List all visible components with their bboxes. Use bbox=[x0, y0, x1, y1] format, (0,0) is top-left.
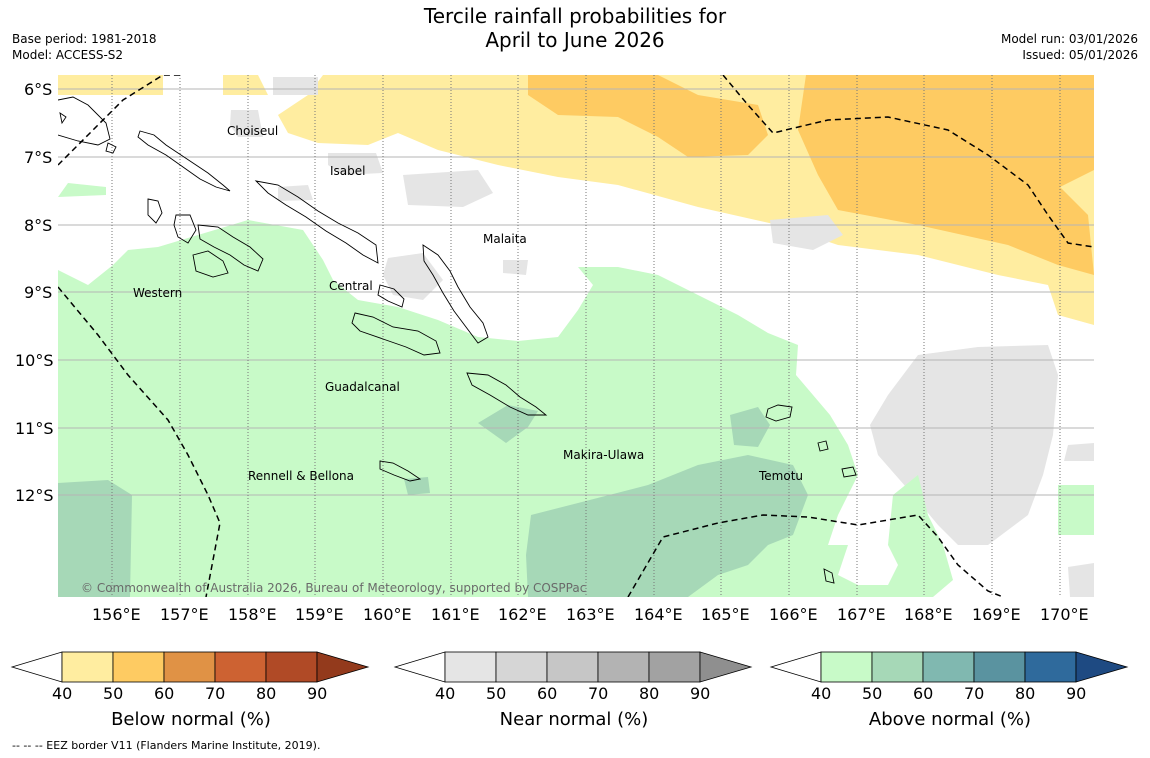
colorbar-swatch-max bbox=[316, 651, 370, 683]
lon-label-159e: 159°E bbox=[295, 605, 344, 624]
legend-above-tick-70: 70 bbox=[964, 684, 985, 703]
lat-label-9s: 9°S bbox=[24, 283, 53, 302]
lon-label-158e: 158°E bbox=[228, 605, 277, 624]
lon-label-169e: 169°E bbox=[972, 605, 1021, 624]
latitude-gridlines bbox=[58, 88, 1094, 496]
colorbar-swatch bbox=[444, 651, 497, 683]
longitude-gridlines bbox=[111, 75, 1061, 597]
meta-left: Base period: 1981-2018 Model: ACCESS-S2 bbox=[12, 31, 157, 63]
legend-below-tick-60: 60 bbox=[154, 684, 175, 703]
legend-near-tick-40: 40 bbox=[435, 684, 456, 703]
meta-right: Model run: 03/01/2026 Issued: 05/01/2026 bbox=[1001, 31, 1138, 63]
lat-label-8s: 8°S bbox=[24, 216, 53, 235]
model-run: Model run: 03/01/2026 bbox=[1000, 32, 1138, 46]
lon-label-168e: 168°E bbox=[904, 605, 953, 624]
region-label-temotu: Temotu bbox=[758, 469, 803, 483]
legend-near-tick-80: 80 bbox=[639, 684, 660, 703]
legend-below-tick-50: 50 bbox=[103, 684, 124, 703]
lon-label-166e: 166°E bbox=[769, 605, 818, 624]
colorbar-swatch bbox=[973, 651, 1026, 683]
colorbar-swatch bbox=[1024, 651, 1077, 683]
colorbar-swatch bbox=[495, 651, 548, 683]
colorbar-near-normal bbox=[393, 651, 753, 683]
legend-below-tick-70: 70 bbox=[205, 684, 226, 703]
legend-below-normal bbox=[10, 650, 372, 688]
lon-label-167e: 167°E bbox=[837, 605, 886, 624]
coastlines bbox=[58, 96, 857, 584]
base-period: Base period: 1981-2018 bbox=[12, 32, 157, 46]
colorbar-swatch-white bbox=[769, 651, 822, 683]
lat-label-7s: 7°S bbox=[24, 148, 53, 167]
legend-below-tick-80: 80 bbox=[256, 684, 277, 703]
legend-near-tick-90: 90 bbox=[690, 684, 711, 703]
lon-label-164e: 164°E bbox=[634, 605, 683, 624]
copyright-notice: © Commonwealth of Australia 2026, Bureau… bbox=[81, 581, 586, 595]
lon-label-160e: 160°E bbox=[363, 605, 412, 624]
lat-label-11s: 11°S bbox=[15, 419, 54, 438]
lon-label-157e: 157°E bbox=[160, 605, 209, 624]
lon-label-165e: 165°E bbox=[701, 605, 750, 624]
lon-label-161e: 161°E bbox=[431, 605, 480, 624]
lon-label-163e: 163°E bbox=[566, 605, 615, 624]
lon-label-162e: 162°E bbox=[498, 605, 547, 624]
lat-label-12s: 12°S bbox=[15, 486, 54, 505]
colorbar-swatch-max bbox=[699, 651, 753, 683]
region-label-isabel: Isabel bbox=[330, 164, 365, 178]
colorbar-swatch bbox=[265, 651, 318, 683]
legend-above-normal-label: Above normal (%) bbox=[868, 709, 1032, 730]
eez-border bbox=[58, 75, 1094, 597]
title-line-1: Tercile rainfall probabilities for bbox=[423, 4, 727, 28]
legend-below-normal-label: Below normal (%) bbox=[111, 709, 271, 730]
colorbar-swatch bbox=[648, 651, 701, 683]
legend-above-tick-80: 80 bbox=[1015, 684, 1036, 703]
colorbar-swatch bbox=[112, 651, 165, 683]
legend-above-normal bbox=[769, 650, 1131, 688]
colorbar-swatch-white bbox=[393, 651, 446, 683]
colorbar-swatch bbox=[922, 651, 975, 683]
region-label-makira-ulawa: Makira-Ulawa bbox=[563, 448, 644, 462]
colorbar-swatch bbox=[820, 651, 873, 683]
above-normal-50-60-area bbox=[58, 405, 808, 597]
region-label-rennell-bellona: Rennell & Bellona bbox=[248, 469, 354, 483]
lon-label-156e: 156°E bbox=[92, 605, 141, 624]
legend-below-tick-90: 90 bbox=[307, 684, 328, 703]
legend-near-normal bbox=[393, 650, 755, 688]
colorbar-below-normal bbox=[10, 651, 370, 683]
legend-near-tick-50: 50 bbox=[486, 684, 507, 703]
region-label-malaita: Malaita bbox=[483, 232, 527, 246]
title-line-2: April to June 2026 bbox=[485, 28, 665, 52]
model-name: Model: ACCESS-S2 bbox=[12, 48, 124, 62]
legend-above-tick-40: 40 bbox=[811, 684, 832, 703]
region-label-guadalcanal: Guadalcanal bbox=[325, 380, 400, 394]
map-title: Tercile rainfall probabilities for April… bbox=[0, 4, 1150, 52]
above-normal-40-50-area bbox=[58, 183, 1094, 597]
legend-above-tick-60: 60 bbox=[913, 684, 934, 703]
legend-near-normal-label: Near normal (%) bbox=[499, 709, 649, 730]
region-label-choiseul: Choiseul bbox=[227, 124, 278, 138]
legend-above-tick-90: 90 bbox=[1066, 684, 1087, 703]
colorbar-swatch bbox=[546, 651, 599, 683]
legend-above-tick-50: 50 bbox=[862, 684, 883, 703]
region-labels: Choiseul Isabel Malaita Western Central … bbox=[133, 124, 803, 483]
rainfall-map: Choiseul Isabel Malaita Western Central … bbox=[58, 75, 1094, 597]
legend-near-tick-70: 70 bbox=[588, 684, 609, 703]
region-label-central: Central bbox=[329, 279, 373, 293]
legend-below-tick-40: 40 bbox=[52, 684, 73, 703]
legend-near-tick-60: 60 bbox=[537, 684, 558, 703]
lon-label-170e: 170°E bbox=[1040, 605, 1089, 624]
colorbar-swatch bbox=[597, 651, 650, 683]
issued-date: Issued: 05/01/2026 bbox=[1022, 48, 1138, 62]
region-label-western: Western bbox=[133, 286, 182, 300]
colorbar-swatch-max bbox=[1075, 651, 1129, 683]
eez-footnote: -- -- -- EEZ border V11 (Flanders Marine… bbox=[12, 739, 321, 752]
colorbar-swatch bbox=[871, 651, 924, 683]
lat-label-6s: 6°S bbox=[24, 80, 53, 99]
colorbar-swatch bbox=[163, 651, 216, 683]
colorbar-swatch bbox=[214, 651, 267, 683]
colorbar-swatch-white bbox=[10, 651, 63, 683]
lat-label-10s: 10°S bbox=[15, 351, 54, 370]
colorbar-swatch bbox=[61, 651, 114, 683]
colorbar-above-normal bbox=[769, 651, 1129, 683]
